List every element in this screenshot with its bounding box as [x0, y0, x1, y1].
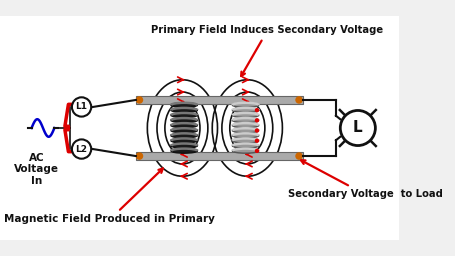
Circle shape: [255, 138, 259, 143]
Ellipse shape: [171, 103, 197, 108]
Circle shape: [136, 97, 142, 103]
Ellipse shape: [233, 103, 259, 108]
Ellipse shape: [171, 128, 197, 133]
Ellipse shape: [233, 113, 259, 118]
Ellipse shape: [233, 128, 259, 133]
Circle shape: [255, 149, 259, 153]
Text: L: L: [353, 121, 363, 135]
Ellipse shape: [171, 138, 197, 143]
Bar: [136, 152, 303, 161]
Ellipse shape: [171, 108, 197, 112]
Ellipse shape: [233, 123, 259, 128]
Circle shape: [136, 153, 142, 159]
Ellipse shape: [171, 148, 197, 153]
Circle shape: [296, 97, 302, 103]
Circle shape: [255, 108, 259, 112]
Circle shape: [72, 97, 91, 116]
Text: L2: L2: [76, 145, 87, 154]
Bar: [136, 95, 303, 104]
Text: Primary Field Induces Secondary Voltage: Primary Field Induces Secondary Voltage: [152, 25, 384, 76]
Text: AC
Voltage
In: AC Voltage In: [15, 153, 59, 186]
Ellipse shape: [233, 133, 259, 138]
Ellipse shape: [171, 133, 197, 138]
Ellipse shape: [171, 123, 197, 128]
Circle shape: [72, 140, 91, 159]
Circle shape: [340, 110, 375, 146]
Ellipse shape: [171, 113, 197, 118]
Ellipse shape: [233, 138, 259, 143]
Ellipse shape: [171, 144, 197, 148]
Circle shape: [296, 153, 302, 159]
Ellipse shape: [233, 144, 259, 148]
Circle shape: [255, 128, 259, 133]
Text: Magnetic Field Produced in Primary: Magnetic Field Produced in Primary: [5, 168, 215, 225]
Ellipse shape: [233, 108, 259, 112]
Circle shape: [255, 118, 259, 123]
Text: Secondary Voltage  to Load: Secondary Voltage to Load: [288, 160, 443, 199]
Ellipse shape: [233, 148, 259, 153]
Ellipse shape: [233, 118, 259, 123]
Text: L1: L1: [76, 102, 87, 111]
Ellipse shape: [171, 118, 197, 123]
